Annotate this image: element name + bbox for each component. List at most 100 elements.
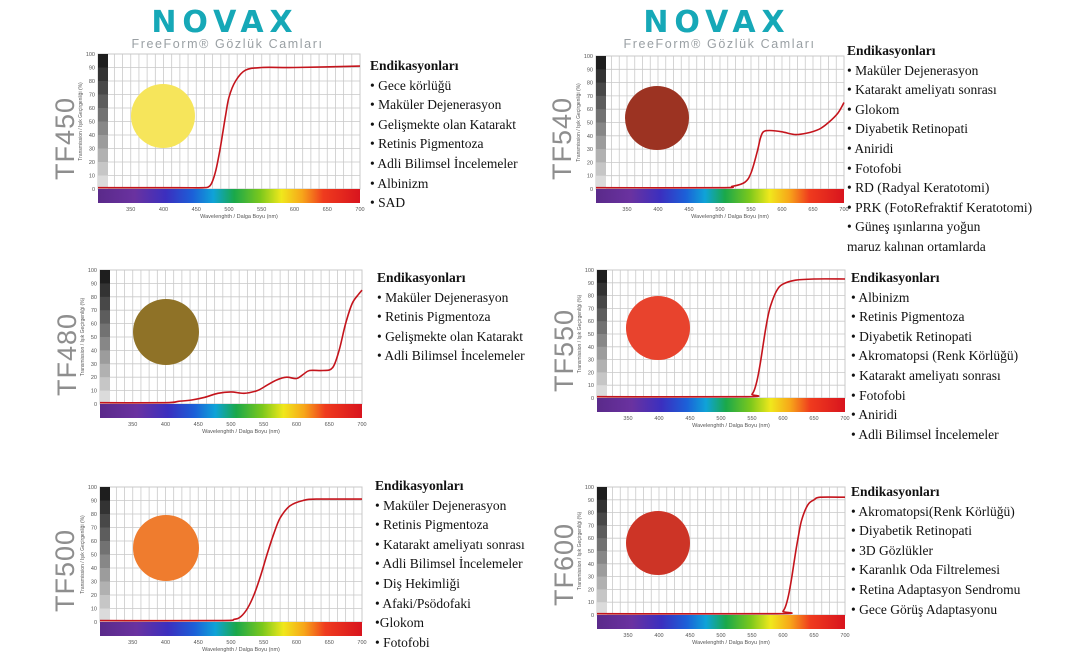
y-tick-label: 70 xyxy=(91,308,97,314)
indication-item: • Gece Görüş Adaptasyonu xyxy=(851,601,998,617)
x-tick-label: 600 xyxy=(777,207,786,213)
x-tick-label: 550 xyxy=(259,422,268,428)
x-tick-label: 400 xyxy=(161,422,170,428)
grayscale-step xyxy=(100,363,110,378)
indication-item: maruz kalınan ortamlarda xyxy=(847,238,986,254)
brand-tagline: FreeForm® Gözlük Camları xyxy=(623,37,816,51)
indication-item: • PRK (FotoRefraktif Keratotomi) xyxy=(847,199,1033,215)
y-tick-label: 10 xyxy=(91,389,97,395)
y-tick-label: 0 xyxy=(590,187,593,193)
y-tick-label: 80 xyxy=(91,295,97,301)
y-tick-label: 20 xyxy=(91,375,97,381)
y-tick-label: 70 xyxy=(588,523,594,529)
x-tick-label: 600 xyxy=(292,640,301,646)
y-tick-label: 20 xyxy=(588,370,594,376)
grayscale-step xyxy=(98,162,108,176)
indication-item: • Aniridi xyxy=(847,140,894,156)
indication-item: • Glokom xyxy=(847,101,900,117)
x-tick-label: 400 xyxy=(159,207,168,213)
indications-block: Endikasyonları • Albinizm • Retinis Pigmen… xyxy=(851,268,1018,444)
y-tick-label: 10 xyxy=(89,174,95,180)
y-tick-label: 50 xyxy=(91,335,97,341)
indication-item: • Afaki/Psödofaki xyxy=(375,595,471,611)
grayscale-step xyxy=(597,295,607,309)
indications-list: • Gece körlüğü • Maküler Dejenerasyon • Ge… xyxy=(370,76,518,213)
y-tick-label: 40 xyxy=(89,133,95,139)
indication-item: • Maküler Dejenerasyon xyxy=(370,97,502,113)
grayscale-step xyxy=(597,372,607,386)
indication-item: • Diyabetik Retinopati xyxy=(847,121,968,137)
y-tick-label: 100 xyxy=(88,485,97,491)
indication-item: • Karanlık Oda Filtrelemesi xyxy=(851,562,1001,578)
grayscale-step xyxy=(597,308,607,322)
y-tick-label: 60 xyxy=(588,319,594,325)
indications-block: Endikasyonları • Maküler Dejenerasyon • Ka… xyxy=(847,41,1032,257)
grayscale-step xyxy=(98,94,108,109)
y-tick-label: 20 xyxy=(588,587,594,593)
x-tick-label: 550 xyxy=(747,633,756,639)
grayscale-step xyxy=(596,162,606,177)
x-axis-label: Wavelenghth / Dalga Boyu (nm) xyxy=(202,429,280,435)
y-tick-label: 50 xyxy=(588,549,594,555)
grayscale-step xyxy=(98,175,108,190)
y-tick-label: 100 xyxy=(585,268,594,274)
grayscale-step xyxy=(100,283,110,298)
y-tick-label: 60 xyxy=(89,106,95,112)
lens-color-swatch xyxy=(131,84,195,148)
spectrum-bar xyxy=(597,398,845,412)
y-tick-label: 60 xyxy=(91,322,97,328)
grayscale-step xyxy=(597,359,607,373)
indications-list: • Albinizm • Retinis Pigmentoza • Diyabeti… xyxy=(851,288,1018,445)
grayscale-step xyxy=(597,385,607,399)
grayscale-step xyxy=(597,525,607,539)
grayscale-step xyxy=(98,81,108,95)
grayscale-step xyxy=(98,67,108,82)
y-tick-label: 90 xyxy=(89,66,95,72)
y-tick-label: 30 xyxy=(588,358,594,364)
y-axis-label: Transmission / Işık Geçirgenliği (%) xyxy=(78,82,84,161)
y-tick-label: 40 xyxy=(588,345,594,351)
grayscale-step xyxy=(597,551,607,565)
grayscale-step xyxy=(100,270,110,284)
indication-item: • Fotofobi xyxy=(851,387,906,403)
y-tick-label: 0 xyxy=(591,396,594,402)
x-tick-label: 450 xyxy=(685,416,694,422)
indications-title: Endikasyonları xyxy=(847,43,936,58)
y-tick-label: 20 xyxy=(91,593,97,599)
indications-title: Endikasyonları xyxy=(375,478,464,493)
grayscale-step xyxy=(98,54,108,68)
x-tick-label: 650 xyxy=(808,207,817,213)
x-tick-label: 600 xyxy=(778,633,787,639)
indication-item: • SAD xyxy=(370,195,406,211)
y-tick-label: 40 xyxy=(588,562,594,568)
indication-item: • RD (Radyal Keratotomi) xyxy=(847,180,990,196)
indication-item: • Gece körlüğü xyxy=(370,77,452,93)
spectrum-bar xyxy=(100,622,362,636)
indications-list: • Maküler Dejenerasyon • Katarakt ameliya… xyxy=(847,61,1032,257)
x-tick-label: 600 xyxy=(778,416,787,422)
y-tick-label: 80 xyxy=(587,81,593,87)
grayscale-step xyxy=(597,321,607,335)
grayscale-step xyxy=(597,576,607,590)
indication-item: • Adli Bilimsel İncelemeler xyxy=(370,155,518,171)
y-tick-label: 70 xyxy=(91,526,97,532)
grayscale-step xyxy=(597,270,607,284)
indication-item: • Gelişmekte olan Katarakt xyxy=(370,116,517,132)
x-tick-label: 550 xyxy=(257,207,266,213)
indication-item: • Adli Bilimsel İncelemeler xyxy=(851,426,999,442)
lens-color-swatch xyxy=(133,299,199,365)
y-axis-label: Transmission / Işık Geçirgenliği (%) xyxy=(576,83,582,162)
indication-item: • Güneş ışınlarına yoğun xyxy=(847,219,981,235)
grayscale-step xyxy=(597,346,607,361)
indication-item: • Maküler Dejenerasyon xyxy=(847,62,979,78)
grayscale-step xyxy=(597,282,607,297)
x-tick-label: 450 xyxy=(194,640,203,646)
indication-item: • Katarakt ameliyatı sonrası xyxy=(847,82,997,98)
y-tick-label: 60 xyxy=(91,539,97,545)
grayscale-step xyxy=(100,608,110,623)
x-tick-label: 650 xyxy=(809,416,818,422)
indication-item: • Adli Bilimsel İncelemeler xyxy=(377,348,525,364)
x-tick-label: 500 xyxy=(716,633,725,639)
indication-item: • Albinizm xyxy=(851,289,910,305)
